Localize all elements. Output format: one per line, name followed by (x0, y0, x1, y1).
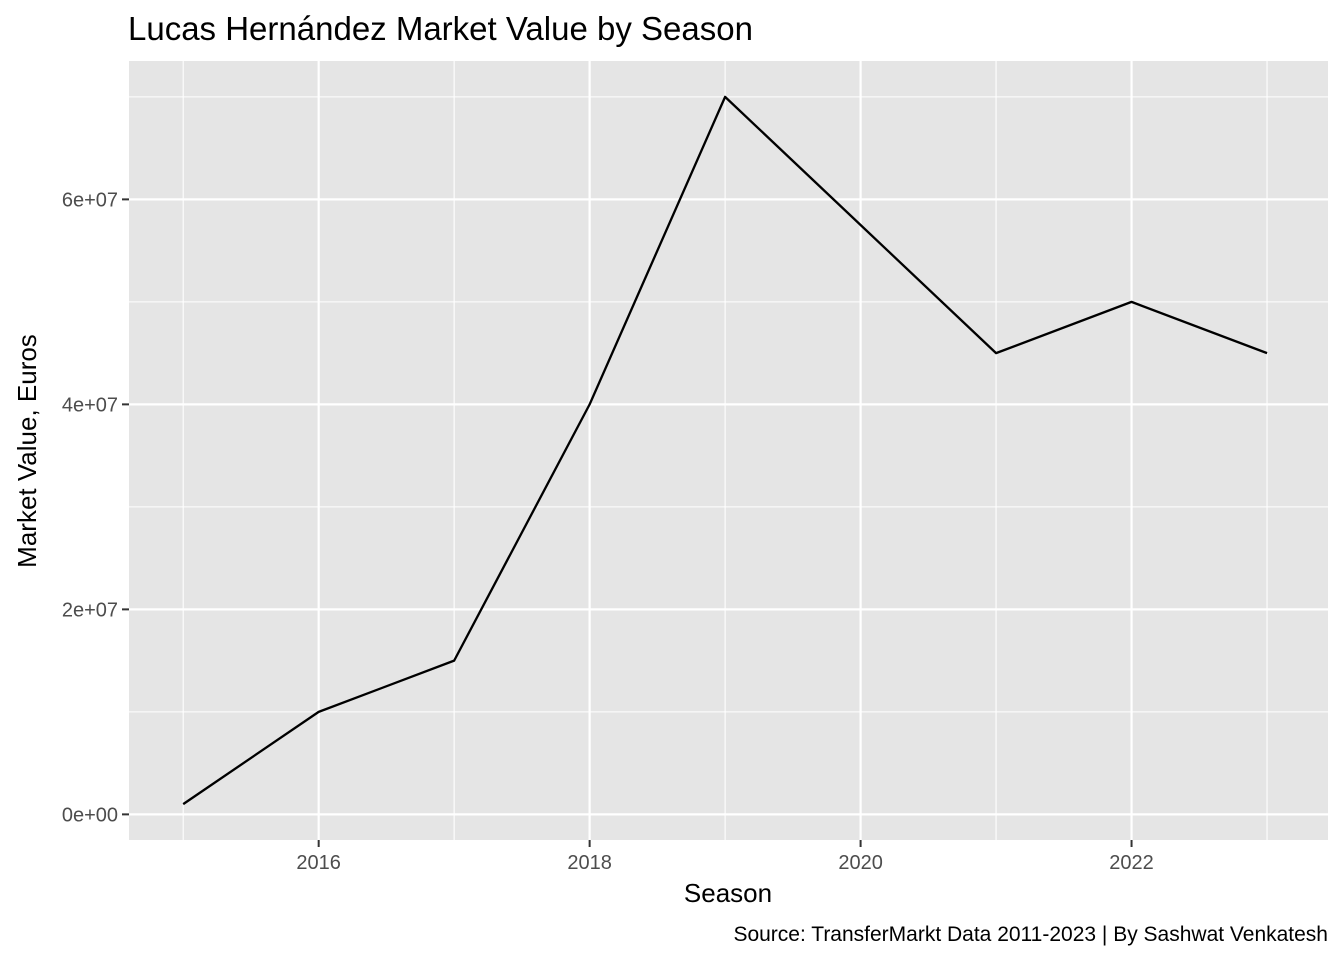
y-tick-label: 0e+00 (62, 804, 118, 826)
x-tick-label: 2016 (296, 852, 341, 874)
data-series (182, 95, 1268, 806)
x-axis: 2016 2018 2020 2022 (296, 840, 1154, 874)
chart-caption: Source: TransferMarkt Data 2011-2023 | B… (733, 923, 1328, 946)
major-gridlines (129, 61, 1328, 840)
chart-title: Lucas Hernández Market Value by Season (128, 10, 753, 47)
x-axis-title: Season (684, 878, 772, 908)
x-tick-label: 2022 (1109, 852, 1154, 874)
minor-gridlines (129, 61, 1328, 840)
y-axis: 0e+00 2e+07 4e+07 6e+07 (62, 189, 129, 826)
y-tick-label: 2e+07 (62, 599, 118, 621)
plot-panel (129, 61, 1328, 840)
y-axis-title: Market Value, Euros (12, 334, 42, 568)
x-tick-label: 2018 (567, 852, 612, 874)
x-tick-label: 2020 (838, 852, 883, 874)
y-tick-label: 6e+07 (62, 189, 118, 211)
series-line (182, 95, 1268, 806)
y-tick-label: 4e+07 (62, 394, 118, 416)
